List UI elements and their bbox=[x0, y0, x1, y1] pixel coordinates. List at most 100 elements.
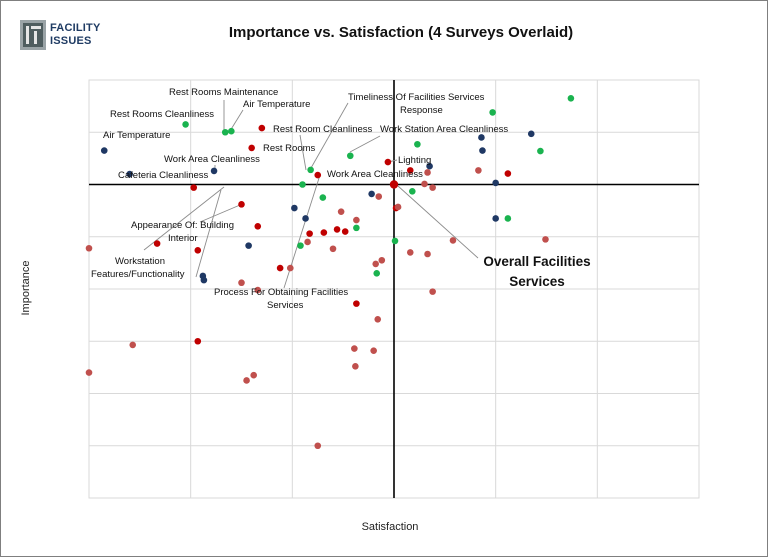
data-point bbox=[254, 223, 262, 230]
data-point bbox=[378, 256, 386, 264]
data-point bbox=[353, 216, 360, 224]
data-point bbox=[375, 193, 383, 200]
data-point bbox=[238, 201, 245, 208]
brand-line-1: FACILITY bbox=[50, 22, 101, 34]
annotation-leader-line bbox=[397, 185, 479, 259]
annotation-label: Services bbox=[509, 274, 565, 289]
data-point bbox=[210, 167, 218, 175]
data-point bbox=[370, 347, 377, 354]
data-point bbox=[492, 179, 499, 187]
data-point bbox=[406, 167, 414, 174]
data-point bbox=[424, 250, 431, 258]
data-point bbox=[372, 260, 380, 268]
data-point bbox=[100, 147, 108, 154]
annotation-leader-line bbox=[349, 135, 381, 153]
brand-line-2: ISSUES bbox=[50, 35, 92, 47]
data-points bbox=[85, 94, 575, 450]
annotation-label: Work Area Cleanliness bbox=[327, 169, 423, 180]
annotation-leader-line bbox=[143, 186, 225, 251]
annotation-label: Lighting bbox=[398, 155, 431, 166]
data-point bbox=[254, 286, 262, 294]
annotation-label: Rest Rooms Maintenance bbox=[169, 87, 278, 98]
data-point bbox=[479, 147, 486, 154]
annotation-leader-line bbox=[195, 189, 222, 278]
data-point bbox=[221, 128, 229, 136]
data-point bbox=[384, 158, 392, 166]
data-point bbox=[567, 94, 575, 102]
annotation-leader-line bbox=[199, 204, 241, 223]
data-point bbox=[287, 264, 294, 272]
data-point bbox=[228, 127, 235, 135]
data-point bbox=[429, 288, 436, 295]
data-point bbox=[429, 184, 436, 191]
annotation-label: Air Temperature bbox=[103, 130, 170, 141]
data-point bbox=[190, 184, 198, 191]
data-point bbox=[314, 171, 322, 179]
data-point bbox=[478, 134, 485, 141]
x-axis-label-text: Satisfaction bbox=[361, 521, 419, 533]
chart-title: Importance vs. Satisfaction (4 Surveys O… bbox=[0, 24, 768, 41]
annotation-label: Work Area Cleanliness bbox=[164, 154, 260, 165]
data-point bbox=[129, 341, 137, 349]
data-point bbox=[426, 162, 433, 170]
data-point bbox=[319, 194, 327, 201]
data-point bbox=[374, 316, 382, 323]
data-point bbox=[424, 169, 431, 176]
annotation-label: Rest Room Cleanliness bbox=[273, 124, 373, 135]
data-point bbox=[414, 140, 421, 148]
data-point bbox=[194, 337, 202, 345]
x-axis-label: Satisfaction bbox=[0, 521, 768, 533]
data-point bbox=[299, 181, 306, 188]
data-point bbox=[368, 190, 375, 198]
data-point bbox=[409, 187, 416, 195]
annotation-label: Workstation bbox=[115, 256, 165, 267]
data-point bbox=[85, 369, 93, 376]
data-point bbox=[126, 170, 133, 178]
data-point bbox=[276, 264, 284, 272]
data-point bbox=[238, 279, 245, 287]
annotation-label: Features/Functionality bbox=[91, 269, 185, 280]
data-point bbox=[314, 442, 322, 450]
data-point bbox=[373, 270, 381, 277]
data-point bbox=[341, 228, 349, 235]
data-point bbox=[489, 109, 496, 116]
chart-title-text: Importance vs. Satisfaction (4 Surveys O… bbox=[228, 24, 574, 41]
data-point bbox=[492, 215, 499, 222]
annotation-leader-line bbox=[299, 134, 307, 171]
data-point bbox=[337, 208, 345, 215]
data-point bbox=[449, 237, 457, 244]
annotation-label: Cafeteria Cleanliness bbox=[118, 170, 209, 181]
data-point bbox=[199, 272, 207, 280]
data-point bbox=[245, 242, 252, 249]
data-point bbox=[320, 229, 328, 236]
data-point bbox=[475, 167, 482, 174]
annotation-label: Work Station Area Cleanliness bbox=[380, 124, 508, 135]
annotation-label: Services bbox=[267, 300, 304, 311]
data-point bbox=[250, 371, 257, 379]
annotation-label: Response bbox=[400, 105, 443, 116]
annotation-label: Air Temperature bbox=[243, 99, 310, 110]
annotation-leader-line bbox=[310, 102, 349, 169]
data-point bbox=[85, 244, 93, 252]
data-point bbox=[537, 147, 544, 155]
data-point bbox=[389, 180, 399, 189]
data-point bbox=[353, 300, 360, 307]
data-point bbox=[307, 166, 314, 174]
data-point bbox=[248, 144, 255, 152]
data-point bbox=[182, 121, 189, 128]
data-point bbox=[504, 215, 512, 222]
data-point bbox=[351, 345, 358, 352]
annotation-leaders bbox=[143, 100, 479, 289]
data-point bbox=[291, 204, 298, 212]
data-point bbox=[346, 152, 354, 160]
data-point bbox=[504, 170, 512, 177]
data-point bbox=[302, 215, 309, 222]
data-point bbox=[329, 245, 337, 253]
data-point bbox=[304, 238, 311, 246]
data-point bbox=[306, 230, 313, 237]
annotation-label: Timeliness Of Facilities Services bbox=[348, 92, 485, 103]
data-point bbox=[542, 236, 549, 243]
annotation-label: Rest Rooms bbox=[263, 143, 316, 154]
